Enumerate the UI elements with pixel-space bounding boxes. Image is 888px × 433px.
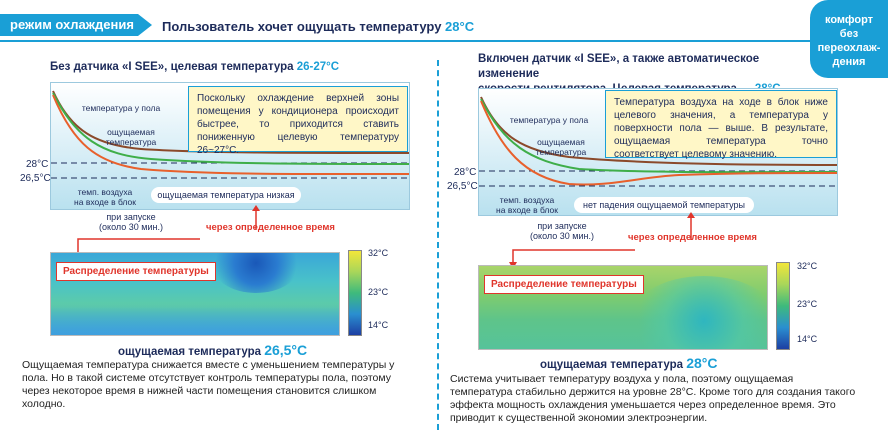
right-label-floor: температура у пола — [509, 115, 589, 125]
right-label-felt-2: температура — [535, 147, 587, 157]
right-caption-temp: 28°C — [686, 355, 718, 371]
mode-label: режим охлаждения — [10, 17, 134, 32]
right-scale-mid: 23°C — [797, 299, 818, 309]
left-distribution-label: Распределение температуры — [56, 262, 216, 281]
left-pill: ощущаемая температура низкая — [151, 187, 301, 203]
left-inlet-line — [52, 94, 410, 176]
left-label-inlet-1: темп. воздуха — [77, 187, 133, 197]
right-scale-bot: 14°C — [797, 334, 818, 344]
left-label-inlet: темп. воздуха на входе в блок — [65, 187, 145, 207]
right-body: Система учитывает температуру воздуха у … — [450, 373, 856, 424]
left-arrow-down — [77, 238, 200, 257]
right-subtitle-line1: Включен датчик «I SEE», а также автомати… — [478, 53, 760, 80]
left-subtitle-temp: 26-27°C — [296, 61, 340, 73]
badge-line: без — [839, 28, 859, 40]
right-color-scale — [776, 262, 790, 350]
right-distribution-label: Распределение температуры — [484, 275, 644, 294]
left-subtitle: Без датчика «I SEE», целевая температура… — [50, 60, 339, 75]
left-heatmap-cold-spot — [211, 253, 301, 293]
left-chart-svg — [51, 90, 411, 179]
left-label-inlet-2: на входе в блок — [74, 197, 136, 207]
right-felt-line — [480, 98, 838, 174]
left-startup-2: (около 30 мин.) — [99, 222, 163, 232]
right-chart-svg — [479, 96, 839, 187]
right-startup-1: при запуске — [537, 221, 587, 231]
right-arrow-down — [512, 249, 635, 266]
left-scale-top: 32°C — [368, 248, 389, 258]
right-startup-2: (около 30 мин.) — [530, 231, 594, 241]
right-caption-text: ощущаемая температура — [540, 359, 687, 371]
right-y-28: 28°C — [454, 167, 477, 178]
right-label-felt: ощущаемая температура — [531, 137, 591, 157]
right-label-felt-1: ощущаемая — [537, 137, 585, 147]
page-title: Пользователь хочет ощущать температуру 2… — [162, 19, 474, 34]
right-floor-line — [480, 96, 838, 166]
right-caption: ощущаемая температура 28°C — [540, 355, 717, 371]
left-scale-mid: 23°C — [368, 287, 389, 297]
left-felt-line — [52, 92, 410, 165]
right-after-time: через определенное время — [628, 232, 757, 243]
right-inlet-line — [480, 100, 838, 186]
left-floor-line — [52, 90, 410, 154]
left-caption: ощущаемая температура 26,5°C — [118, 342, 307, 358]
left-y-28: 28°C — [26, 159, 49, 170]
right-heatmap-center — [629, 276, 767, 349]
left-caption-temp: 26,5°C — [264, 342, 308, 358]
column-divider — [437, 60, 439, 430]
left-after-time: через определенное время — [206, 222, 335, 233]
left-arrowhead-up — [252, 205, 260, 211]
left-body: Ощущаемая температура снижается вместе с… — [22, 359, 395, 410]
left-caption-text: ощущаемая температура — [118, 346, 265, 358]
badge-line: переохлаж- — [817, 42, 881, 54]
right-scale-top: 32°C — [797, 261, 818, 271]
right-y-265: 26,5°C — [447, 181, 478, 192]
title-temp: 28°C — [445, 19, 475, 34]
right-note: Температура воздуха на ходе в блок ниже … — [605, 90, 837, 160]
mode-tag: режим охлаждения — [0, 14, 152, 36]
left-label-felt-2: температура — [105, 137, 157, 147]
right-label-inlet-2: на входе в блок — [496, 205, 558, 215]
left-startup: при запуске (около 30 мин.) — [86, 212, 176, 232]
comfort-badge: комфорт без переохлаж- дения — [810, 0, 888, 78]
right-arrowhead-up — [687, 212, 695, 218]
left-color-scale — [348, 250, 362, 336]
badge-line: комфорт — [824, 14, 874, 26]
left-scale-bot: 14°C — [368, 320, 389, 330]
title-text: Пользователь хочет ощущать температуру — [162, 19, 446, 34]
left-label-floor: температура у пола — [81, 103, 161, 113]
left-note: Поскольку охлаждение верхней зоны помеще… — [188, 86, 408, 156]
right-label-inlet-1: темп. воздуха — [499, 195, 555, 205]
right-startup: при запуске (около 30 мин.) — [517, 221, 607, 241]
right-label-inlet: темп. воздуха на входе в блок — [487, 195, 567, 215]
badge-line: дения — [832, 56, 866, 68]
left-heatmap-floor-band — [51, 303, 339, 335]
left-label-felt: ощущаемая температура — [101, 127, 161, 147]
header-rule — [0, 40, 820, 42]
right-pill: нет падения ощущаемой температуры — [574, 197, 754, 213]
left-label-felt-1: ощущаемая — [107, 127, 155, 137]
left-subtitle-text: Без датчика «I SEE», целевая температура — [50, 61, 297, 73]
left-y-265: 26,5°C — [20, 173, 51, 184]
left-startup-1: при запуске — [106, 212, 156, 222]
